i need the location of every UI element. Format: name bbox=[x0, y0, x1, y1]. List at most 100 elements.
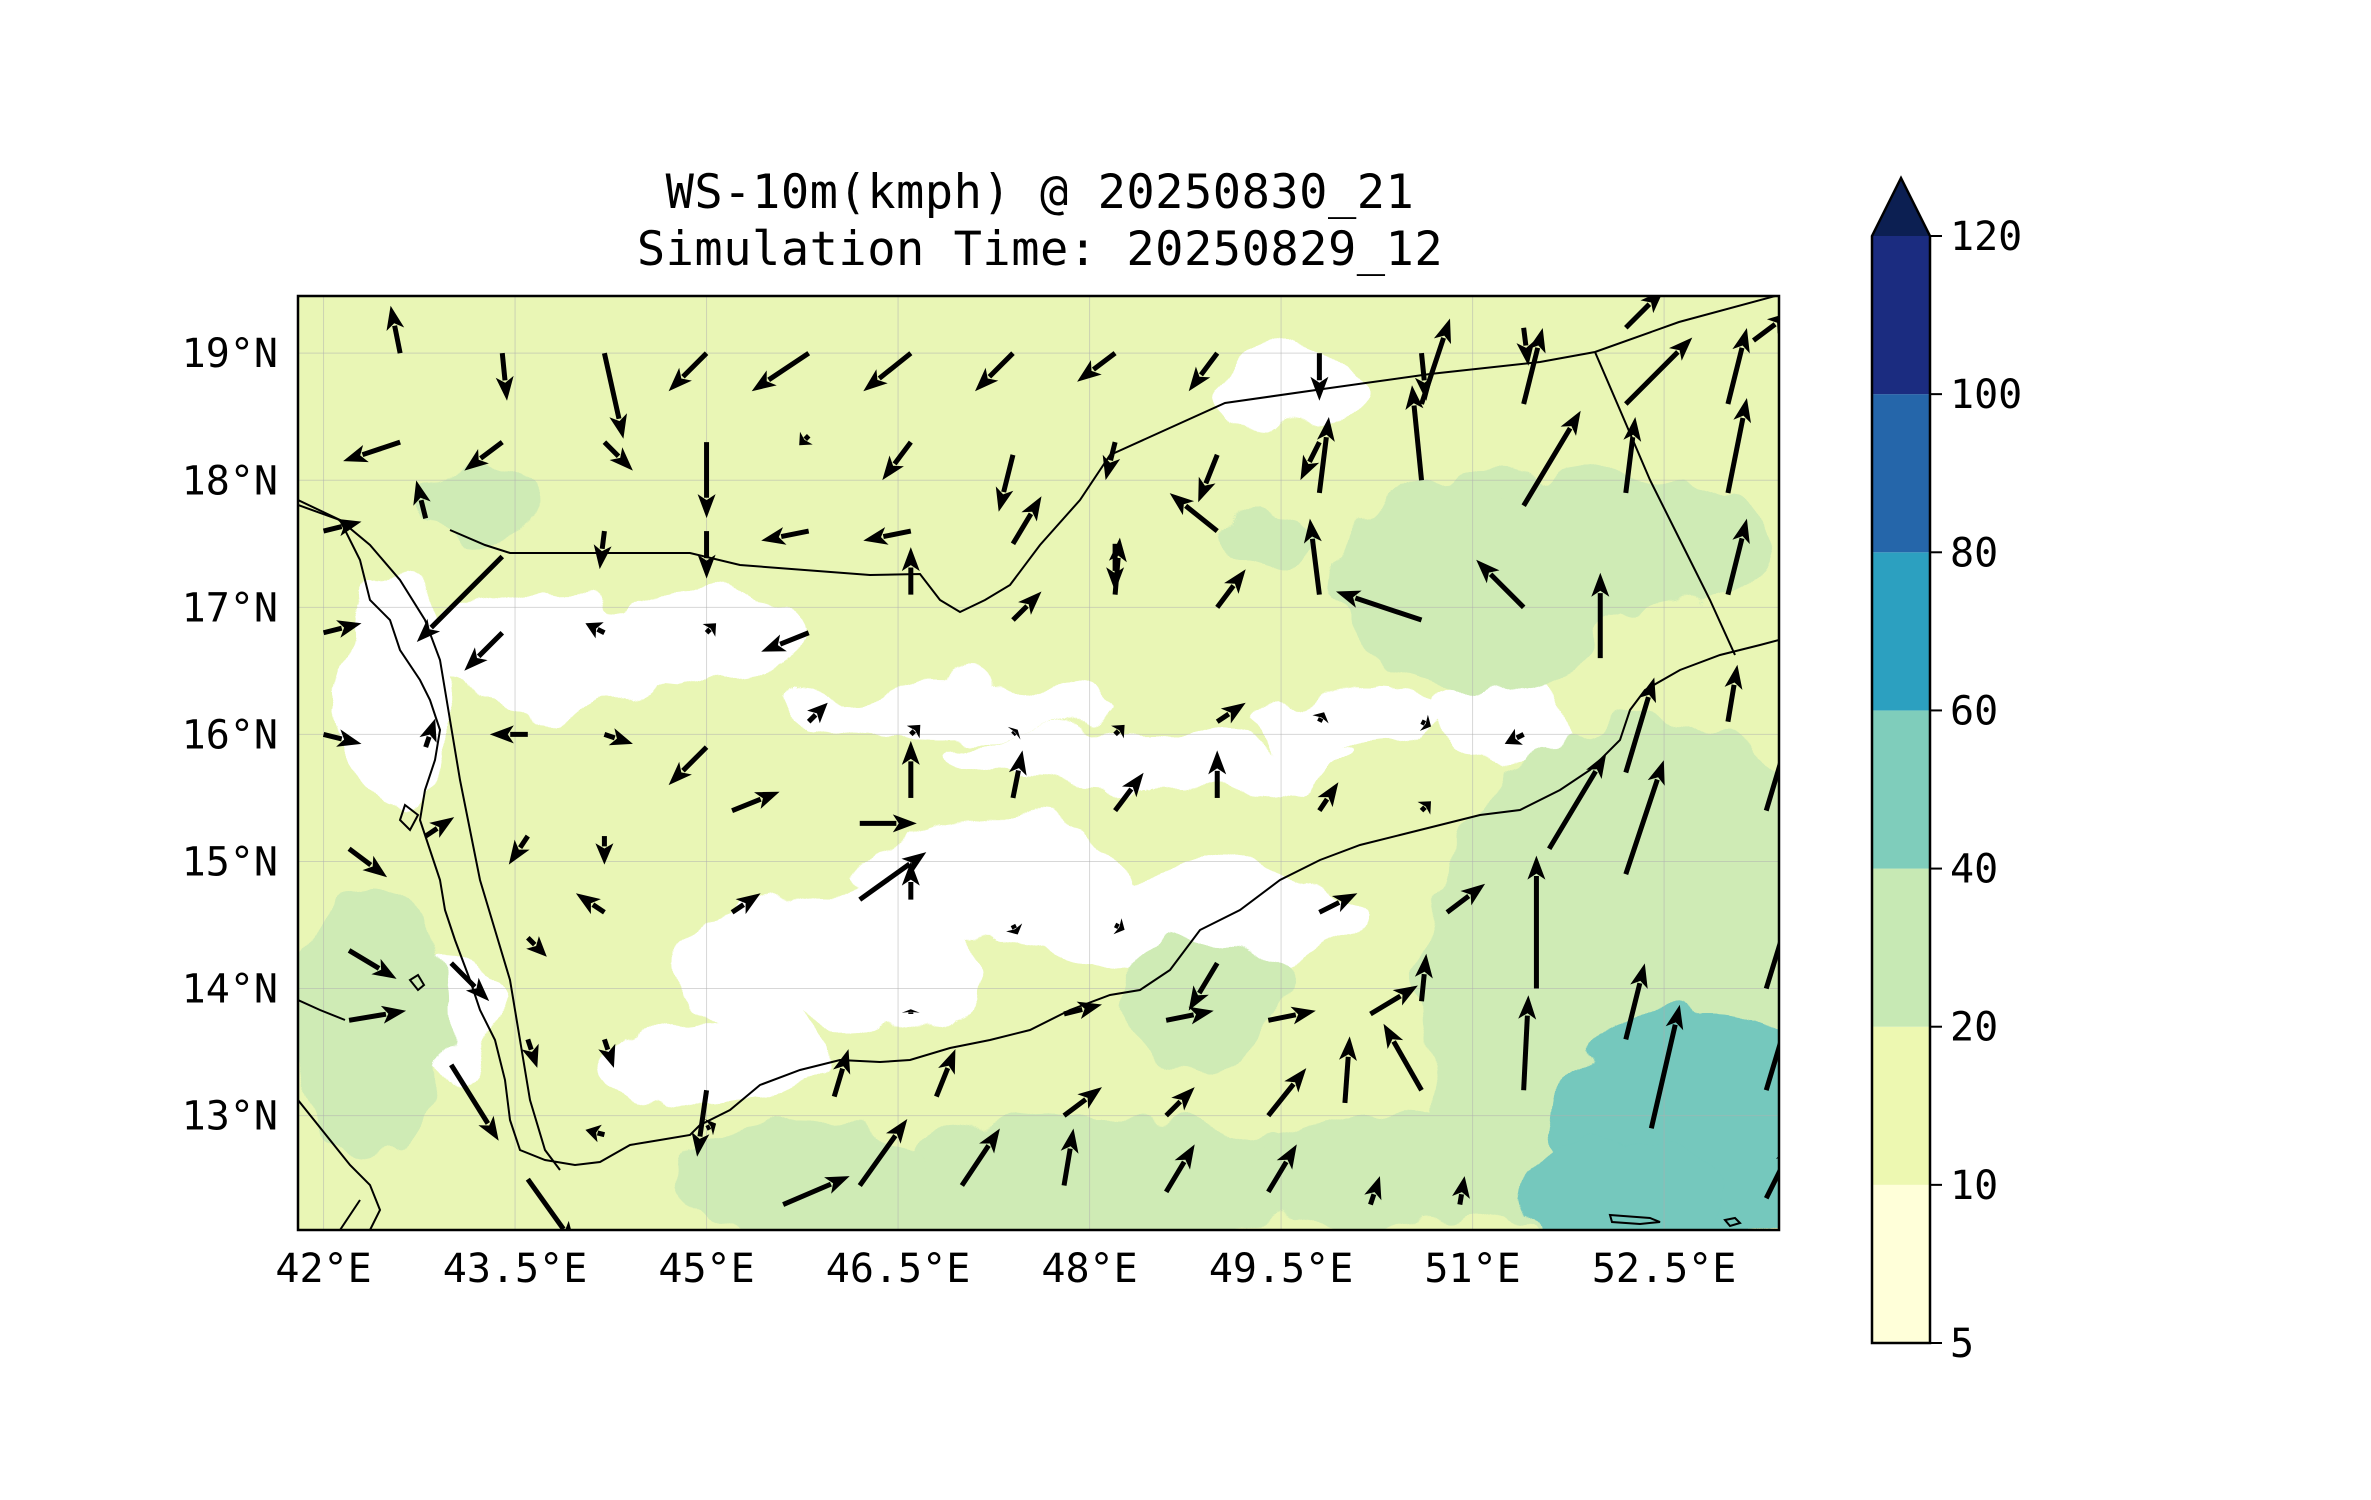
lat-tick-label: 16°N bbox=[182, 712, 278, 758]
wind-arrow bbox=[602, 440, 633, 471]
lon-tick-label: 49.5°E bbox=[1209, 1246, 1354, 1292]
wind-arrow bbox=[782, 1176, 850, 1207]
wind-vectors bbox=[322, 296, 1779, 1230]
lat-tick-label: 14°N bbox=[182, 967, 278, 1013]
lon-tick-label: 46.5°E bbox=[826, 1246, 971, 1292]
wind-arrow bbox=[668, 745, 709, 786]
wind-arrow bbox=[603, 728, 633, 746]
wind-arrow bbox=[1364, 1176, 1382, 1206]
wind-arrow bbox=[495, 352, 514, 401]
wind-arrow bbox=[1108, 537, 1127, 595]
wind-arrow bbox=[1452, 1176, 1470, 1205]
wind-arrow bbox=[347, 846, 388, 878]
wind-arrow bbox=[1763, 1038, 1779, 1091]
colorbar-tick-label: 40 bbox=[1950, 847, 1998, 893]
wind-arrow bbox=[906, 724, 921, 739]
wind-arrow bbox=[863, 351, 913, 392]
wind-arrow bbox=[449, 961, 490, 1002]
wind-arrow bbox=[424, 817, 455, 839]
wind-arrow bbox=[1215, 569, 1246, 609]
wind-arrow bbox=[1300, 441, 1322, 481]
wind-arrow bbox=[1113, 918, 1125, 935]
wind-arrow bbox=[1008, 750, 1027, 799]
lon-tick-label: 52.5°E bbox=[1592, 1246, 1737, 1292]
wind-arrow bbox=[464, 630, 505, 671]
wind-arrow bbox=[1312, 712, 1329, 724]
latitude-axis: 19°N 18°N 17°N 16°N 15°N 14°N 13°N bbox=[182, 331, 278, 1139]
map-frame bbox=[296, 294, 1781, 1232]
wind-arrow bbox=[601, 352, 627, 439]
wind-arrow bbox=[1077, 351, 1117, 382]
wind-arrow bbox=[751, 351, 811, 392]
colorbar-segment bbox=[1872, 552, 1930, 711]
lon-tick-label: 42°E bbox=[275, 1246, 371, 1292]
wind-arrow bbox=[691, 1089, 710, 1157]
colorbar-extend-triangle bbox=[1872, 178, 1930, 236]
wind-arrow bbox=[386, 305, 405, 354]
wind-arrow bbox=[1188, 351, 1220, 392]
lat-tick-label: 19°N bbox=[182, 331, 278, 377]
wind-arrow bbox=[1623, 963, 1648, 1040]
wind-arrow bbox=[857, 1119, 908, 1187]
wind-arrow bbox=[697, 442, 716, 519]
wind-arrow bbox=[419, 718, 437, 748]
wind-arrow bbox=[1266, 1068, 1307, 1118]
lon-tick-label: 51°E bbox=[1424, 1246, 1520, 1292]
wind-arrow bbox=[1198, 453, 1220, 503]
wind-arrow bbox=[1111, 724, 1125, 739]
island-outline bbox=[1723, 1216, 1742, 1228]
oman-border bbox=[1594, 351, 1736, 656]
wind-arrow bbox=[1725, 398, 1751, 494]
wind-speed-field bbox=[298, 296, 1779, 1230]
wind-arrow bbox=[1521, 410, 1581, 507]
colorbar-segment bbox=[1872, 394, 1930, 553]
wind-arrow bbox=[598, 1038, 616, 1068]
wind-arrow bbox=[526, 935, 547, 957]
lon-tick-label: 43.5°E bbox=[443, 1246, 588, 1292]
lat-tick-label: 18°N bbox=[182, 458, 278, 504]
wind-arrow bbox=[1624, 337, 1693, 406]
wind-arrow bbox=[1763, 938, 1779, 990]
wind-arrow bbox=[1724, 664, 1743, 723]
wind-arrow bbox=[1062, 1087, 1102, 1118]
wind-arrow bbox=[1521, 328, 1546, 405]
wind-arrow bbox=[799, 431, 813, 446]
gulf-of-aden-coast bbox=[699, 639, 1779, 1126]
wind-arrow bbox=[975, 351, 1015, 392]
wind-arrow bbox=[704, 1119, 717, 1136]
wind-arrow bbox=[1317, 782, 1339, 813]
wind-arrow bbox=[1102, 441, 1121, 481]
wind-arrow bbox=[1547, 753, 1607, 851]
wind-arrow bbox=[1310, 353, 1329, 401]
wind-arrow bbox=[1165, 1006, 1214, 1025]
colorbar-tick-label: 5 bbox=[1950, 1321, 1974, 1367]
wind-arrow bbox=[761, 630, 810, 652]
wind-arrow bbox=[1318, 893, 1358, 915]
wind-arrow bbox=[1303, 518, 1322, 595]
wind-arrow bbox=[1164, 1144, 1195, 1194]
wind-arrow bbox=[1624, 296, 1661, 330]
saudi-yemen-border bbox=[449, 296, 1779, 614]
wind-arrow bbox=[1751, 315, 1779, 343]
wind-arrow bbox=[322, 729, 362, 747]
wind-arrow bbox=[1336, 590, 1423, 623]
wind-arrow bbox=[322, 620, 362, 638]
wind-arrow bbox=[858, 852, 927, 902]
wind-arrow bbox=[1169, 493, 1219, 534]
wind-arrow bbox=[1648, 1004, 1684, 1129]
wind-arrow bbox=[464, 440, 504, 471]
wind-arrow bbox=[1267, 1006, 1316, 1025]
wind-arrow bbox=[761, 527, 810, 545]
wind-arrow bbox=[1476, 559, 1526, 610]
wind-arrow bbox=[1518, 995, 1537, 1091]
wind-arrow bbox=[585, 622, 606, 639]
wind-arrow bbox=[593, 530, 612, 570]
colorbar-segment bbox=[1872, 236, 1930, 395]
lat-tick-label: 15°N bbox=[182, 839, 278, 885]
colorbar: 5 10 20 40 60 80 100 120 bbox=[1870, 175, 2022, 1367]
lat-tick-label: 13°N bbox=[182, 1094, 278, 1140]
wind-arrow bbox=[831, 1049, 851, 1098]
wind-arrow bbox=[343, 439, 401, 463]
low-speed-patches bbox=[340, 350, 1570, 1110]
colorbar-segment bbox=[1872, 710, 1930, 869]
